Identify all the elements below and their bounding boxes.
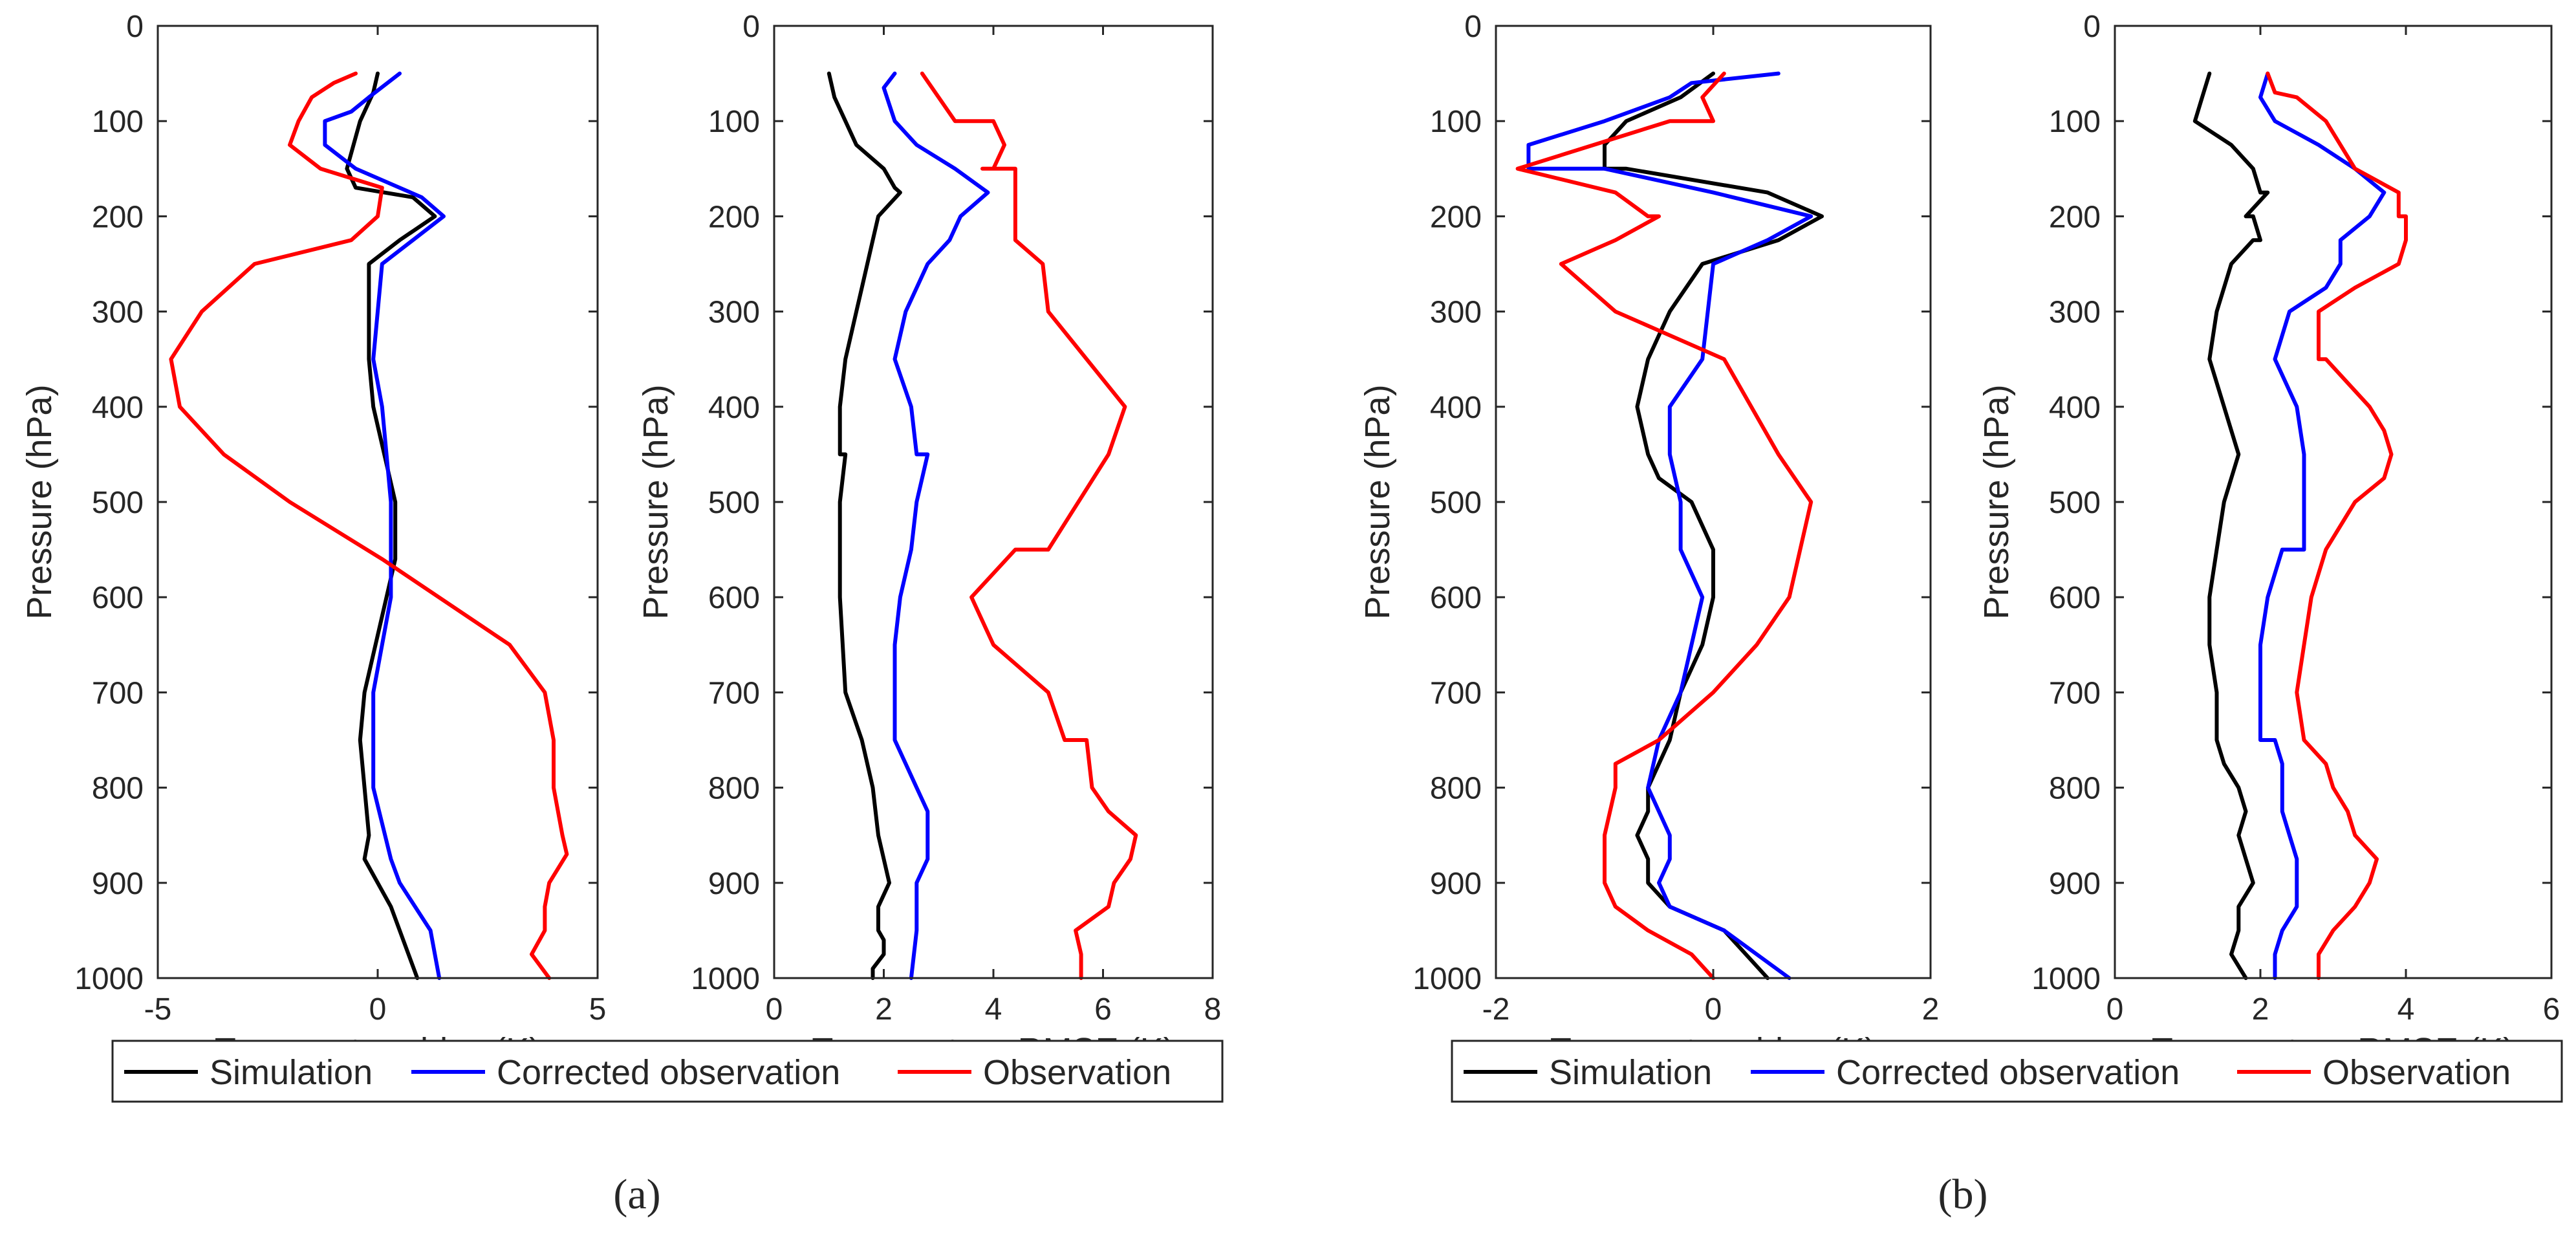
legend-a-label-simulation: Simulation <box>210 1053 373 1092</box>
chart-2: 0100200300400500600700800900100002468Tem… <box>636 10 1221 1070</box>
y-tick-label: 600 <box>2049 581 2101 615</box>
y-tick-label: 900 <box>92 867 144 901</box>
x-tick-label: 5 <box>589 992 607 1027</box>
legend-b-label-corrected: Corrected observation <box>1836 1053 2180 1092</box>
y-tick-label: 1000 <box>74 962 144 996</box>
y-axis-label: Pressure (hPa) <box>1358 384 1397 619</box>
x-tick-label: 2 <box>2252 992 2269 1027</box>
y-tick-label: 1000 <box>2031 962 2101 996</box>
y-tick-label: 400 <box>92 391 144 425</box>
x-tick-label: 0 <box>1705 992 1722 1027</box>
series-line-observation <box>2266 71 2408 980</box>
x-tick-label: 8 <box>1204 992 1222 1027</box>
y-tick-label: 600 <box>708 581 760 615</box>
y-tick-label: 100 <box>92 105 144 139</box>
y-tick-label: 300 <box>92 296 144 330</box>
x-tick-label: 0 <box>369 992 387 1027</box>
legend-a-frame <box>111 1040 1224 1103</box>
series-line-simulation <box>1603 71 1824 980</box>
x-tick-label: 2 <box>875 992 893 1027</box>
y-axis-label: Pressure (hPa) <box>20 384 59 619</box>
y-tick-label: 600 <box>1430 581 1482 615</box>
y-tick-label: 0 <box>1464 10 1482 44</box>
series-line-corrected-observation <box>882 71 990 980</box>
y-tick-label: 500 <box>1430 486 1482 520</box>
y-tick-label: 900 <box>1430 867 1482 901</box>
y-tick-label: 800 <box>1430 772 1482 806</box>
y-tick-label: 600 <box>92 581 144 615</box>
plots: 01002003004005006007008009001000-505Temp… <box>20 10 2560 1070</box>
x-tick-label: 6 <box>1094 992 1112 1027</box>
series-line-simulation <box>827 71 902 980</box>
y-tick-label: 900 <box>708 867 760 901</box>
y-tick-label: 800 <box>2049 772 2101 806</box>
y-tick-label: 100 <box>708 105 760 139</box>
y-tick-label: 200 <box>92 200 144 234</box>
x-tick-label: 0 <box>2106 992 2124 1027</box>
legend-b-label-simulation: Simulation <box>1549 1053 1712 1092</box>
series-line-simulation <box>345 71 437 980</box>
y-tick-label: 0 <box>2083 10 2101 44</box>
plot-area <box>158 26 598 978</box>
y-tick-label: 400 <box>708 391 760 425</box>
panel-label-a: (a) <box>613 1171 660 1218</box>
x-tick-label: 6 <box>2543 992 2560 1027</box>
series-line-observation <box>920 71 1138 980</box>
x-tick-label: -2 <box>1482 992 1510 1027</box>
x-tick-label: 2 <box>1922 992 1940 1027</box>
y-tick-label: 300 <box>708 296 760 330</box>
x-tick-label: -5 <box>144 992 172 1027</box>
legend-a-label-corrected: Corrected observation <box>497 1053 840 1092</box>
series-line-corrected-observation <box>323 71 446 980</box>
y-tick-label: 400 <box>2049 391 2101 425</box>
y-tick-label: 700 <box>92 676 144 710</box>
y-tick-label: 200 <box>708 200 760 234</box>
y-tick-label: 1000 <box>1412 962 1482 996</box>
series-line-observation <box>169 71 569 980</box>
x-tick-label: 4 <box>2397 992 2415 1027</box>
y-tick-label: 0 <box>126 10 144 44</box>
y-tick-label: 700 <box>708 676 760 710</box>
y-tick-label: 200 <box>1430 200 1482 234</box>
y-tick-label: 0 <box>742 10 760 44</box>
legend-a-label-observation: Observation <box>983 1053 1171 1092</box>
legend-b-label-observation: Observation <box>2322 1053 2511 1092</box>
y-axis-label: Pressure (hPa) <box>636 384 675 619</box>
y-tick-label: 300 <box>2049 296 2101 330</box>
y-tick-label: 100 <box>2049 105 2101 139</box>
x-tick-label: 4 <box>985 992 1002 1027</box>
y-tick-label: 500 <box>708 486 760 520</box>
chart-1: 01002003004005006007008009001000-505Temp… <box>20 10 606 1070</box>
y-tick-label: 700 <box>1430 676 1482 710</box>
x-tick-label: 0 <box>766 992 783 1027</box>
y-tick-label: 1000 <box>691 962 760 996</box>
legend-b: Simulation Corrected observation Observa… <box>1451 1040 2563 1103</box>
y-axis-label: Pressure (hPa) <box>1977 384 2016 619</box>
y-tick-label: 400 <box>1430 391 1482 425</box>
plot-area <box>2115 26 2551 978</box>
y-tick-label: 900 <box>2049 867 2101 901</box>
legend-a: Simulation Corrected observation Observa… <box>111 1040 1224 1103</box>
series-line-observation <box>1515 71 1813 980</box>
y-tick-label: 300 <box>1430 296 1482 330</box>
series-line-corrected-observation <box>1526 71 1813 980</box>
series-line-simulation <box>2192 71 2270 980</box>
y-tick-label: 500 <box>92 486 144 520</box>
y-tick-label: 500 <box>2049 486 2101 520</box>
legend-b-frame <box>1451 1040 2563 1103</box>
y-tick-label: 800 <box>92 772 144 806</box>
panel-label-b: (b) <box>1938 1171 1988 1218</box>
y-tick-label: 200 <box>2049 200 2101 234</box>
y-tick-label: 100 <box>1430 105 1482 139</box>
series-line-corrected-observation <box>2258 71 2387 980</box>
y-tick-label: 800 <box>708 772 760 806</box>
plot-area <box>774 26 1213 978</box>
y-tick-label: 700 <box>2049 676 2101 710</box>
